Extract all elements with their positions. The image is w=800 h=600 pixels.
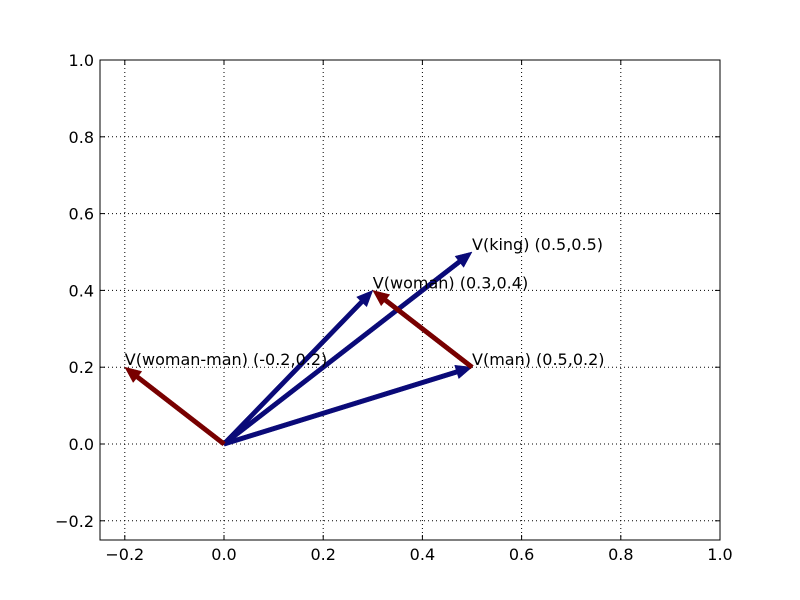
y-tick-label: 0.0 xyxy=(69,435,94,454)
y-tick-label: 1.0 xyxy=(69,51,94,70)
x-tick-label: 1.0 xyxy=(707,545,732,564)
label-layer: V(king) (0.5,0.5) V(woman) (0.3,0.4) V(man… xyxy=(125,235,605,369)
x-tick-label: 0.8 xyxy=(608,545,633,564)
plot-frame xyxy=(99,59,721,541)
vector-label-woman-minus-man: V(woman-man) (-0.2,0.2) xyxy=(125,350,327,369)
vector-layer xyxy=(124,251,474,447)
x-tick-label: −0.2 xyxy=(105,545,144,564)
x-tick-label: 0.0 xyxy=(211,545,236,564)
vector-label-woman: V(woman) (0.3,0.4) xyxy=(373,273,528,292)
y-tick-label: 0.6 xyxy=(69,205,94,224)
vector-label-king: V(king) (0.5,0.5) xyxy=(472,235,603,254)
vector-arrow-woman-minus-man xyxy=(124,366,226,447)
y-tick-label: 0.4 xyxy=(69,281,94,300)
tick-layer: −0.2 0.0 0.2 0.4 0.6 0.8 1.0 −0.2 0.0 0.2 0.4 0.6 0.… xyxy=(55,51,733,564)
vector-arrow-man-to-woman xyxy=(372,290,474,370)
x-tick-label: 0.6 xyxy=(509,545,534,564)
vector-arrow-king xyxy=(222,251,473,447)
vector-label-man: V(man) (0.5,0.2) xyxy=(472,350,605,369)
y-tick-label: −0.2 xyxy=(55,512,94,531)
y-tick-label: 0.2 xyxy=(69,358,94,377)
vector-arrow-woman xyxy=(222,289,374,446)
vector-arrow-man xyxy=(223,364,473,447)
x-tick-label: 0.2 xyxy=(310,545,335,564)
y-tick-label: 0.8 xyxy=(69,128,94,147)
x-tick-label: 0.4 xyxy=(410,545,435,564)
